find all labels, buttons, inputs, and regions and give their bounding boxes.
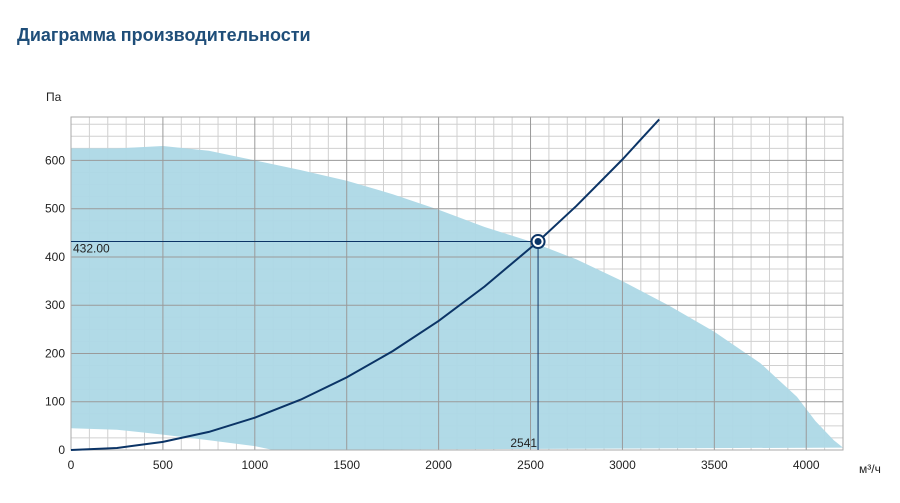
y-tick-label: 300 — [45, 298, 65, 312]
operating-point[interactable] — [530, 234, 546, 250]
y-tick-label: 100 — [45, 395, 65, 409]
operating-area — [71, 146, 843, 450]
plot-frame — [70, 116, 844, 451]
x-tick-label: 2500 — [517, 458, 544, 472]
operating-point-guides — [71, 241, 539, 450]
x-tick-label: 500 — [153, 458, 173, 472]
y-axis-ticks: 0 100 200 300 400 500 600 — [45, 153, 65, 457]
major-grid — [71, 117, 843, 450]
x-axis-ticks: 0 500 1000 1500 2000 2500 3000 3500 4000 — [68, 458, 820, 472]
y-tick-label: 600 — [45, 153, 65, 167]
y-tick-label: 400 — [45, 250, 65, 264]
x-tick-label: 1000 — [241, 458, 268, 472]
x-tick-label: 1500 — [333, 458, 360, 472]
x-axis-label: м³/ч — [859, 462, 881, 476]
y-tick-label: 0 — [58, 443, 65, 457]
x-tick-label: 0 — [68, 458, 75, 472]
x-tick-label: 3000 — [609, 458, 636, 472]
operating-point-x-label: 2541 — [510, 436, 537, 450]
x-tick-label: 2000 — [425, 458, 452, 472]
system-curve — [70, 118, 660, 451]
y-tick-label: 500 — [45, 202, 65, 216]
y-axis-label: Па — [46, 90, 62, 104]
operating-point-y-label: 432.00 — [73, 242, 110, 256]
x-tick-label: 4000 — [793, 458, 820, 472]
x-tick-label: 3500 — [701, 458, 728, 472]
y-tick-label: 200 — [45, 346, 65, 360]
operating-point-dot[interactable] — [534, 238, 542, 246]
page-title: Диаграмма производительности — [17, 25, 311, 45]
